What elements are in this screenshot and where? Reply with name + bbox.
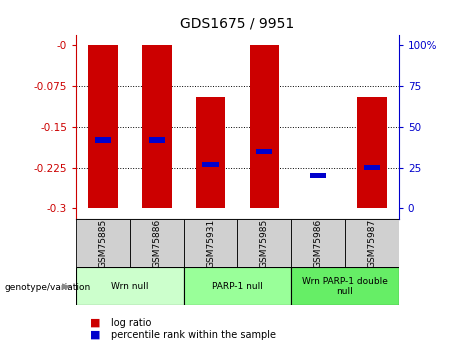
Bar: [249, 45, 279, 208]
Text: log ratio: log ratio: [111, 318, 151, 327]
Bar: [256, 148, 272, 154]
Text: percentile rank within the sample: percentile rank within the sample: [111, 330, 276, 339]
Bar: [357, 97, 387, 208]
Bar: [88, 45, 118, 208]
Text: GSM75885: GSM75885: [99, 219, 107, 268]
Title: GDS1675 / 9951: GDS1675 / 9951: [180, 17, 295, 31]
Bar: [183, 267, 291, 305]
Bar: [345, 219, 399, 267]
Text: ►: ►: [62, 280, 72, 294]
Bar: [291, 267, 399, 305]
Bar: [148, 137, 165, 142]
Bar: [310, 173, 326, 178]
Text: GSM75986: GSM75986: [313, 219, 323, 268]
Bar: [364, 165, 380, 170]
Text: ■: ■: [90, 318, 100, 327]
Bar: [196, 97, 225, 208]
Bar: [183, 219, 237, 267]
Bar: [76, 267, 183, 305]
Text: Wrn PARP-1 double
null: Wrn PARP-1 double null: [302, 277, 388, 296]
Bar: [142, 45, 171, 208]
Bar: [202, 161, 219, 167]
Bar: [95, 137, 111, 142]
Bar: [76, 219, 130, 267]
Text: ■: ■: [90, 330, 100, 339]
Text: GSM75985: GSM75985: [260, 219, 269, 268]
Text: GSM75987: GSM75987: [367, 219, 376, 268]
Text: genotype/variation: genotype/variation: [5, 283, 91, 292]
Text: GSM75931: GSM75931: [206, 219, 215, 268]
Text: GSM75886: GSM75886: [152, 219, 161, 268]
Text: Wrn null: Wrn null: [111, 282, 148, 291]
Text: PARP-1 null: PARP-1 null: [212, 282, 263, 291]
Bar: [291, 219, 345, 267]
Bar: [237, 219, 291, 267]
Bar: [130, 219, 183, 267]
